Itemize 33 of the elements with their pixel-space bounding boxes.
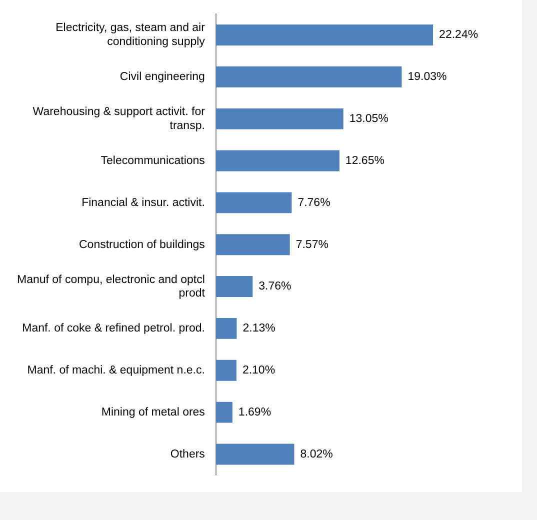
- bar: [216, 66, 402, 88]
- data-label: 2.10%: [242, 364, 276, 377]
- data-label: 19.03%: [408, 71, 447, 84]
- y-tick-label: Others: [170, 448, 206, 460]
- y-tick-label: Manf. of machi. & equipment n.e.c.: [27, 364, 205, 377]
- data-label: 3.76%: [258, 280, 292, 293]
- data-label: 2.13%: [242, 322, 276, 335]
- y-tick-label: Construction of buildings: [79, 238, 206, 251]
- data-label: 7.76%: [298, 196, 330, 209]
- y-tick-label: Electricity, gas, steam and air conditioning supply: [56, 22, 206, 48]
- bar: [216, 276, 253, 298]
- bar: [216, 192, 292, 214]
- bar: [216, 360, 236, 381]
- y-tick-label: Manf. of coke & refined petrol. prod.: [22, 322, 205, 335]
- data-label: 22.24%: [439, 29, 478, 42]
- bar: [216, 24, 434, 46]
- data-label: 1.69%: [238, 406, 272, 418]
- bar: [216, 444, 294, 465]
- y-tick-label: Warehousing & support activit. for transp.: [32, 106, 206, 132]
- bar: [216, 234, 290, 256]
- bar: [216, 318, 237, 339]
- data-label: 7.57%: [296, 238, 328, 251]
- bar: [216, 150, 340, 172]
- data-label: 12.65%: [345, 154, 384, 167]
- data-label: 13.05%: [349, 112, 388, 125]
- y-tick-label: Telecommunications: [100, 154, 206, 167]
- y-tick-label: Manuf of compu, electronic and optcl prodt: [17, 274, 206, 300]
- bar: [216, 108, 344, 130]
- data-label: 8.02%: [300, 448, 333, 460]
- y-tick-label: Civil engineering: [120, 71, 205, 84]
- y-tick-label: Financial & insur. activit.: [82, 196, 205, 209]
- y-tick-label: Mining of metal ores: [101, 406, 206, 418]
- bar: [216, 402, 232, 423]
